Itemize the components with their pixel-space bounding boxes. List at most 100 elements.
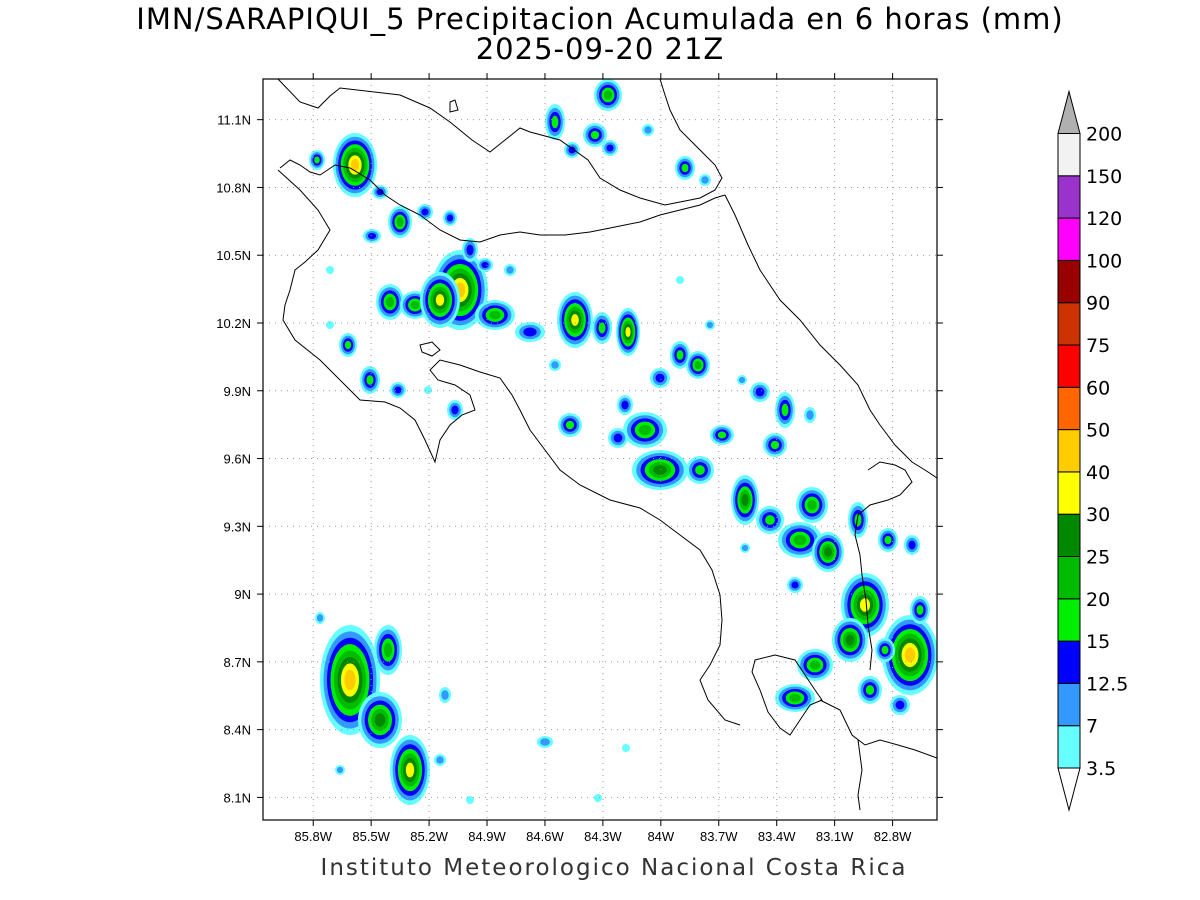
osa-peninsula <box>751 654 823 736</box>
precip-contour <box>706 321 714 329</box>
lon-tick-label: 83.1W <box>816 829 854 844</box>
precip-contour <box>604 90 612 100</box>
precip-contour <box>551 115 559 129</box>
colorbar-label: 20 <box>1086 589 1110 611</box>
precip-contour <box>904 647 916 663</box>
small-island <box>449 99 459 113</box>
colorbar-segment <box>1057 682 1081 727</box>
precip-contour <box>621 400 629 410</box>
precip-contour <box>446 214 454 222</box>
colorbar-label: 60 <box>1086 377 1110 399</box>
precip-contour <box>565 420 575 430</box>
precip-contour <box>316 614 324 622</box>
burica-point <box>857 739 863 811</box>
precip-contour <box>571 314 579 326</box>
precip-contour <box>741 544 749 552</box>
precip-contour <box>481 261 489 269</box>
precip-contour <box>793 534 807 546</box>
precip-contour <box>770 440 780 450</box>
colorbar-segment <box>1057 640 1081 684</box>
precip-contour <box>314 156 320 164</box>
precip-contour <box>884 535 892 545</box>
lat-tick-label: 8.4N <box>224 723 251 738</box>
precip-contour <box>881 645 889 655</box>
precip-contour <box>421 208 429 216</box>
nicaragua-lake-shore <box>277 79 723 206</box>
precip-contour <box>824 547 832 557</box>
precip-contour <box>809 660 821 670</box>
colorbar-segment <box>1057 556 1081 600</box>
precip-contour <box>701 176 709 184</box>
coastlines-borders <box>277 79 937 811</box>
lat-tick-label: 9.3N <box>224 519 251 534</box>
precip-contour <box>676 276 684 284</box>
precip-contour <box>738 376 746 384</box>
colorbar-label: 7 <box>1086 716 1098 738</box>
precip-contour <box>568 146 576 154</box>
precip-contour <box>895 700 905 710</box>
colorbar-segment <box>1057 133 1081 177</box>
lon-tick-label: 85.2W <box>410 829 448 844</box>
colorbar-max-arrow <box>1057 89 1081 134</box>
panama-border <box>854 461 913 671</box>
colorbar-segment <box>1057 259 1081 304</box>
precip-contour <box>676 350 684 360</box>
precip-contour <box>681 163 689 173</box>
precip-contour <box>741 493 749 507</box>
precip-contour <box>854 513 862 527</box>
lat-tick-label: 9.9N <box>224 384 251 399</box>
map-subtitle-date: 2025-09-20 21Z <box>475 32 725 66</box>
precip-contour <box>344 340 352 350</box>
lon-tick-label: 83.7W <box>700 829 738 844</box>
colorbar-label: 50 <box>1086 420 1110 442</box>
precip-contour <box>908 540 916 550</box>
colorbar-label: 100 <box>1086 250 1122 272</box>
lat-tick-label: 9N <box>234 587 251 602</box>
colorbar-segment <box>1057 598 1081 642</box>
precip-contour <box>598 322 606 334</box>
lon-tick-label: 83.4W <box>758 829 796 844</box>
precip-contour <box>366 375 374 385</box>
colorbar-legend: 3.5 7 12.5 15 20 25 30 40 50 60 75 90 100 120 150 200 <box>1057 89 1128 812</box>
colorbar-segment <box>1057 471 1081 515</box>
precip-contour <box>789 694 801 702</box>
precip-contour <box>405 762 415 778</box>
colorbar-segment <box>1057 302 1081 346</box>
precip-contour <box>613 433 623 443</box>
map-title: IMN/SARAPIQUI_5 Precipitacion Acumulada … <box>136 2 1064 36</box>
colorbar-segment <box>1057 513 1081 558</box>
precip-contour <box>916 605 924 615</box>
lat-tick-label: 11.1N <box>217 113 251 128</box>
footer-credit: Instituto Meteorologico Nacional Costa R… <box>320 855 908 881</box>
lat-tick-label: 8.7N <box>224 655 251 670</box>
colorbar-label: 15 <box>1086 631 1110 653</box>
precip-contour <box>655 373 665 383</box>
colorbar-label: 30 <box>1086 504 1110 526</box>
colorbar-segment <box>1057 429 1081 473</box>
precip-contour <box>386 296 394 308</box>
golfito-coast <box>819 699 937 759</box>
precip-contour <box>410 301 420 309</box>
lon-tick-label: 82.8W <box>874 829 912 844</box>
lon-tick-label: 84.3W <box>584 829 622 844</box>
colorbar-label: 12.5 <box>1086 673 1128 695</box>
precip-contour <box>807 499 817 511</box>
pacific-coast-guanacaste <box>277 169 741 726</box>
precip-contour <box>368 232 376 240</box>
precip-contour <box>638 424 652 436</box>
precip-contour <box>845 634 855 646</box>
precip-contour <box>336 766 344 774</box>
lon-tick-label: 84.6W <box>526 829 564 844</box>
colorbar-segment <box>1057 725 1081 769</box>
precip-contour <box>590 130 600 140</box>
lon-tick-label: 85.5W <box>352 829 390 844</box>
precip-contour <box>717 431 727 439</box>
precip-contour <box>781 403 789 417</box>
precip-contour <box>374 713 386 727</box>
caribbean-coast <box>724 194 937 479</box>
precip-contour <box>653 465 667 475</box>
colorbar-label: 90 <box>1086 293 1110 315</box>
precip-contour <box>451 405 459 415</box>
precip-contour <box>694 361 702 369</box>
colorbar-label: 25 <box>1086 547 1110 569</box>
